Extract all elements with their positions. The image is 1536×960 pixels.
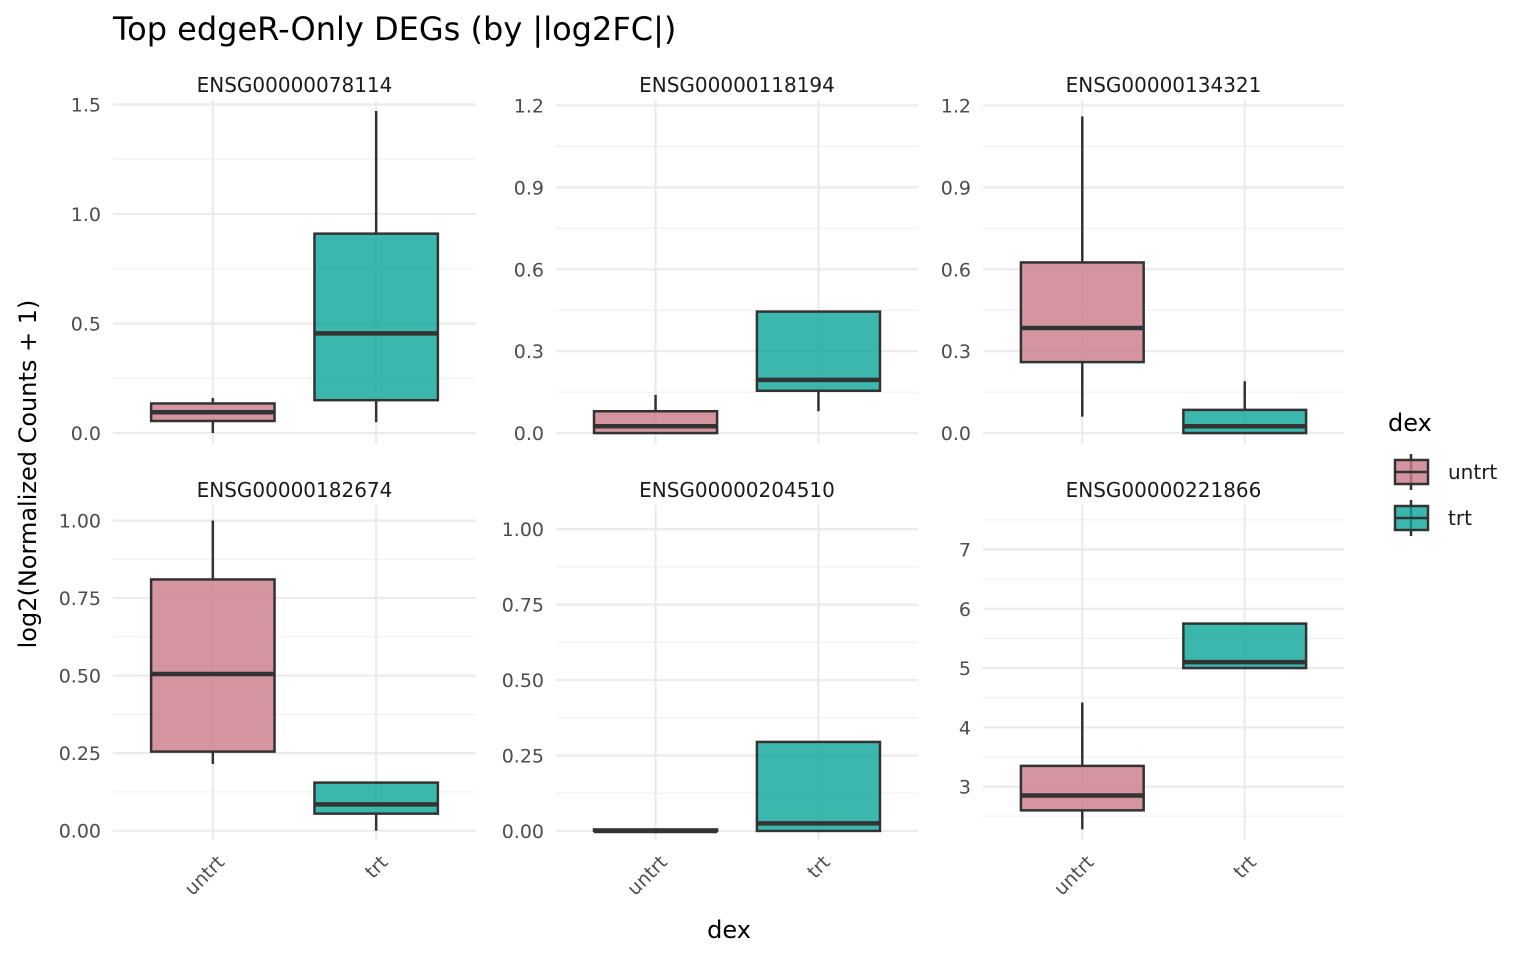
facet-panel: ENSG00000118194 0.0 0.3 0.6 0.9 1.2 <box>514 73 918 445</box>
box-untrt <box>1019 116 1145 417</box>
box-iqr <box>313 781 440 815</box>
y-tick-label: 5 <box>959 658 971 680</box>
box-iqr <box>1182 408 1308 435</box>
y-tick-label: 3 <box>959 777 971 799</box>
y-tick-label: 0.0 <box>941 423 971 445</box>
y-tick-label: 0.00 <box>59 821 101 843</box>
legend-key-trt: trt <box>1393 500 1472 536</box>
y-tick-label: 0.3 <box>514 341 544 363</box>
legend-label: trt <box>1448 506 1472 530</box>
facet-strip-label: ENSG00000204510 <box>639 478 835 502</box>
y-tick-label: 0.50 <box>59 666 101 688</box>
y-tick-label: 1.2 <box>941 95 971 117</box>
y-tick-label: 0.25 <box>502 745 544 767</box>
x-tick-label: trt <box>1229 851 1261 883</box>
box-untrt <box>592 394 719 435</box>
x-axis-label: dex <box>707 916 751 944</box>
box-trt <box>1182 381 1308 435</box>
box-trt <box>313 110 440 423</box>
y-tick-label: 0.6 <box>941 259 971 281</box>
chart-title: Top edgeR-Only DEGs (by |log2FC|) <box>112 10 676 48</box>
facets: ENSG00000078114 0.0 0.5 1.0 1.5 ENSG000001181… <box>59 73 1344 900</box>
box-iqr <box>149 578 276 753</box>
y-tick-label: 0.50 <box>502 670 544 692</box>
y-tick-label: 0.0 <box>514 423 544 445</box>
y-tick-label: 0.3 <box>941 341 971 363</box>
box-iqr <box>1019 261 1145 364</box>
facet-strip-label: ENSG00000134321 <box>1066 73 1262 97</box>
y-tick-label: 7 <box>959 539 971 561</box>
facet-strip-label: ENSG00000221866 <box>1066 478 1262 502</box>
y-axis-label: log2(Normalized Counts + 1) <box>14 300 42 649</box>
box-untrt <box>149 520 276 765</box>
legend: dex untrt trt <box>1388 409 1497 536</box>
y-tick-label: 0.9 <box>941 177 971 199</box>
y-tick-label: 1.0 <box>71 204 101 226</box>
facet-panel: ENSG00000078114 0.0 0.5 1.0 1.5 <box>71 73 476 445</box>
box-iqr <box>1019 764 1145 812</box>
y-tick-label: 1.5 <box>71 94 101 116</box>
x-tick-label: untrt <box>1050 851 1099 900</box>
facet-strip-label: ENSG00000078114 <box>197 73 393 97</box>
y-tick-label: 0.9 <box>514 177 544 199</box>
legend-title: dex <box>1388 409 1432 437</box>
y-tick-label: 0.6 <box>514 259 544 281</box>
y-tick-label: 0.25 <box>59 743 101 765</box>
facet-strip-label: ENSG00000182674 <box>197 478 393 502</box>
box-untrt <box>149 397 276 434</box>
x-tick-label: trt <box>361 851 393 883</box>
y-tick-label: 0.00 <box>502 821 544 843</box>
y-tick-label: 1.2 <box>514 95 544 117</box>
facet-panel: ENSG00000134321 0.0 0.3 0.6 0.9 1.2 <box>941 73 1344 445</box>
facet-panel: ENSG00000204510 0.00 0.25 0.50 0.75 1.00 untrt… <box>502 478 918 900</box>
legend-label: untrt <box>1448 460 1497 484</box>
y-tick-label: 4 <box>959 717 971 739</box>
box-untrt <box>592 828 719 834</box>
box-trt <box>1182 622 1308 670</box>
box-untrt <box>1019 702 1145 830</box>
box-iqr <box>313 232 440 402</box>
box-iqr <box>592 409 719 435</box>
box-trt <box>755 310 882 412</box>
legend-key-untrt: untrt <box>1393 454 1497 490</box>
y-tick-label: 1.00 <box>59 511 101 533</box>
y-tick-label: 6 <box>959 599 971 621</box>
box-iqr <box>755 310 882 393</box>
x-tick-label: trt <box>803 851 835 883</box>
y-tick-label: 0.75 <box>59 588 101 610</box>
box-trt <box>313 781 440 831</box>
box-iqr <box>755 740 882 833</box>
facet-panel: ENSG00000221866 3 4 5 6 7 untrt trt <box>959 478 1344 900</box>
y-tick-label: 1.00 <box>502 519 544 541</box>
box-trt <box>755 740 882 833</box>
facet-strip-label: ENSG00000118194 <box>639 73 835 97</box>
y-tick-label: 0.5 <box>71 313 101 335</box>
x-tick-label: untrt <box>180 851 229 900</box>
facet-panel: ENSG00000182674 0.00 0.25 0.50 0.75 1.00 untrt… <box>59 478 476 900</box>
y-tick-label: 0.0 <box>71 423 101 445</box>
y-tick-label: 0.75 <box>502 595 544 617</box>
x-tick-label: untrt <box>623 851 672 900</box>
